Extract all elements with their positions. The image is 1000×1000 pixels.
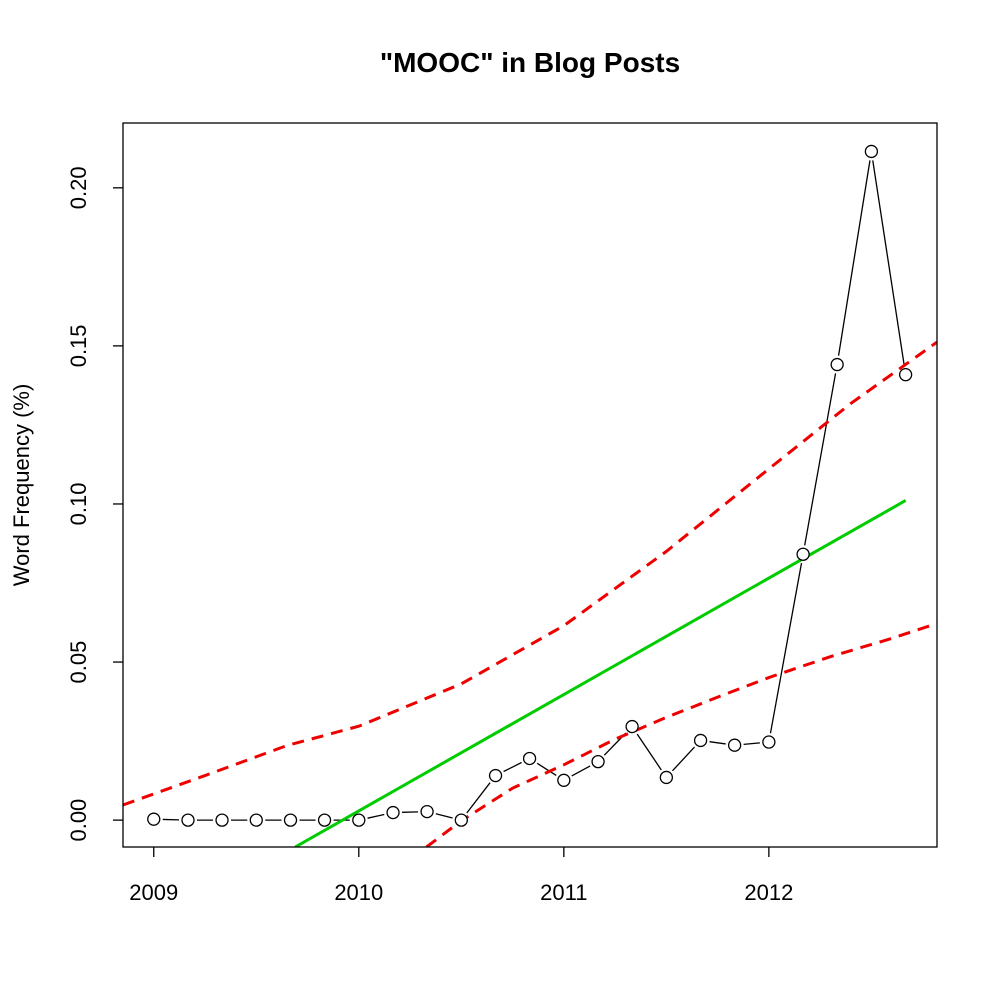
y-axis-label: Word Frequency (%)	[9, 384, 34, 587]
series-segment	[709, 741, 726, 745]
data-point	[283, 813, 298, 827]
series-segment	[536, 762, 557, 777]
data-point	[215, 813, 229, 827]
data-point	[591, 754, 605, 769]
data-point	[693, 733, 708, 748]
confidence-band-line	[425, 622, 937, 847]
data-point	[898, 368, 913, 382]
data-point	[317, 813, 332, 827]
lines-layer	[123, 160, 937, 847]
series-segment	[636, 733, 662, 771]
data-point	[762, 735, 776, 749]
data-point	[796, 547, 810, 561]
data-point	[625, 719, 639, 734]
axes-layer: 2009 2010 2011 2012 0.00 0.05 0.10 0.15 0.20	[66, 166, 793, 905]
x-tick-label: 2011	[540, 880, 587, 905]
data-point	[249, 813, 263, 827]
data-point	[557, 773, 571, 787]
data-point	[147, 812, 161, 826]
data-point	[352, 813, 366, 827]
series-segment	[435, 813, 453, 819]
y-tick-label: 0.15	[66, 324, 91, 367]
y-tick-label: 0.00	[66, 799, 91, 842]
series-segment	[769, 562, 803, 734]
y-tick-label: 0.10	[66, 483, 91, 526]
y-tick-label: 0.05	[66, 641, 91, 684]
trend-line	[294, 499, 907, 847]
y-tick-label: 0.20	[66, 166, 91, 209]
x-tick-label: 2010	[334, 880, 383, 905]
series-segment	[743, 742, 760, 746]
data-point	[727, 738, 742, 752]
series-segment	[503, 761, 522, 773]
x-tick-label: 2012	[744, 880, 793, 905]
data-point	[864, 144, 879, 159]
x-tick-label: 2009	[129, 880, 178, 905]
data-point	[830, 357, 844, 372]
confidence-band-line	[123, 340, 937, 807]
data-point	[454, 813, 468, 827]
data-point	[181, 813, 195, 827]
data-point	[522, 751, 537, 766]
plot-frame	[122, 122, 938, 848]
data-point	[420, 804, 434, 819]
chart-title: "MOOC" in Blog Posts	[380, 47, 680, 78]
series-segment	[367, 813, 385, 819]
series-segment	[837, 160, 871, 356]
data-point	[488, 768, 503, 783]
series-segment	[466, 782, 491, 814]
series-segment	[872, 160, 905, 366]
data-point	[386, 805, 400, 820]
series-segment	[571, 765, 591, 777]
data-point	[659, 770, 674, 785]
points-layer	[147, 144, 913, 827]
series-segment	[671, 746, 695, 772]
series-segment	[804, 373, 837, 546]
